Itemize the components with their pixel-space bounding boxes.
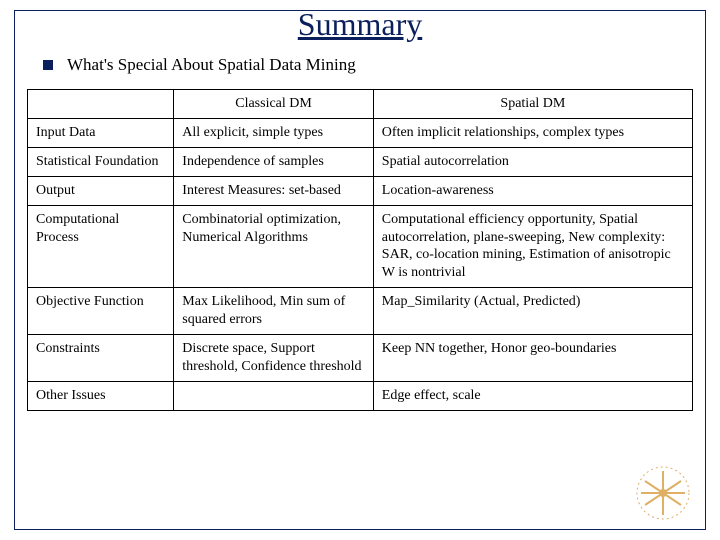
cell-spatial: Location-awareness	[373, 176, 692, 205]
slide-title: Summary	[298, 7, 422, 42]
table-row: Input Data All explicit, simple types Of…	[28, 118, 693, 147]
cell-spatial: Map_Similarity (Actual, Predicted)	[373, 288, 692, 335]
subtitle-text: What's Special About Spatial Data Mining	[67, 55, 356, 75]
table-row: Constraints Discrete space, Support thre…	[28, 335, 693, 382]
slide-frame: Summary What's Special About Spatial Dat…	[14, 10, 706, 530]
table-row: Other Issues Edge effect, scale	[28, 381, 693, 410]
col-header-classical: Classical DM	[174, 90, 374, 119]
table-header-row: Classical DM Spatial DM	[28, 90, 693, 119]
comparison-table: Classical DM Spatial DM Input Data All e…	[27, 89, 693, 411]
col-header-blank	[28, 90, 174, 119]
cell-spatial: Keep NN together, Honor geo-boundaries	[373, 335, 692, 382]
cell-classical: All explicit, simple types	[174, 118, 374, 147]
row-label: Input Data	[28, 118, 174, 147]
cell-spatial: Computational efficiency opportunity, Sp…	[373, 205, 692, 288]
table-row: Output Interest Measures: set-based Loca…	[28, 176, 693, 205]
subtitle-row: What's Special About Spatial Data Mining	[43, 55, 356, 75]
row-label: Constraints	[28, 335, 174, 382]
cell-spatial: Often implicit relationships, complex ty…	[373, 118, 692, 147]
row-label: Output	[28, 176, 174, 205]
table-row: Computational Process Combinatorial opti…	[28, 205, 693, 288]
row-label: Objective Function	[28, 288, 174, 335]
bullet-icon	[43, 60, 53, 70]
cell-classical: Combinatorial optimization, Numerical Al…	[174, 205, 374, 288]
cell-classical: Independence of samples	[174, 147, 374, 176]
cell-spatial: Edge effect, scale	[373, 381, 692, 410]
table-row: Objective Function Max Likelihood, Min s…	[28, 288, 693, 335]
cell-spatial: Spatial autocorrelation	[373, 147, 692, 176]
table-body: Input Data All explicit, simple types Of…	[28, 118, 693, 410]
col-header-spatial: Spatial DM	[373, 90, 692, 119]
row-label: Statistical Foundation	[28, 147, 174, 176]
logo-icon	[633, 463, 693, 523]
cell-classical	[174, 381, 374, 410]
row-label: Other Issues	[28, 381, 174, 410]
row-label: Computational Process	[28, 205, 174, 288]
cell-classical: Discrete space, Support threshold, Confi…	[174, 335, 374, 382]
table-row: Statistical Foundation Independence of s…	[28, 147, 693, 176]
cell-classical: Interest Measures: set-based	[174, 176, 374, 205]
title-wrap: Summary	[268, 11, 452, 42]
cell-classical: Max Likelihood, Min sum of squared error…	[174, 288, 374, 335]
